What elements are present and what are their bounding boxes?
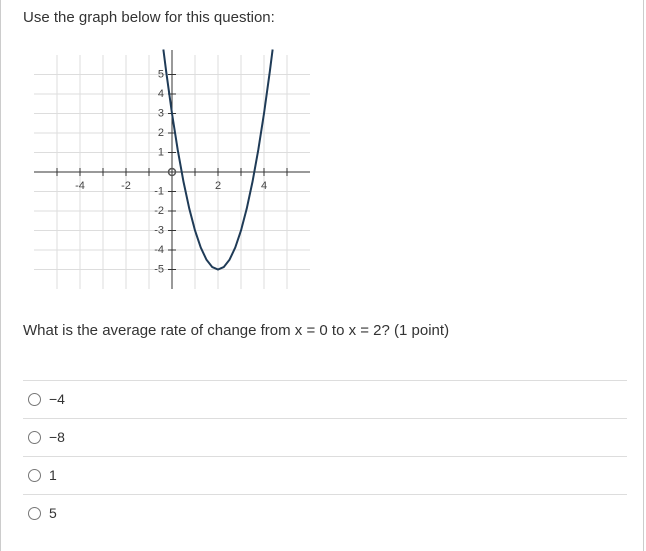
radio[interactable] xyxy=(28,431,41,444)
option-label: 5 xyxy=(49,505,57,521)
prompt: Use the graph below for this question: xyxy=(23,9,275,26)
option[interactable]: 5 xyxy=(23,494,627,533)
y-tick-label: -1 xyxy=(154,185,164,197)
option-label: 1 xyxy=(49,467,57,483)
x-tick-label: 2 xyxy=(215,180,221,192)
origin xyxy=(167,167,177,177)
x-tick-label: -4 xyxy=(75,180,85,192)
y-tick-label: -4 xyxy=(154,244,164,256)
y-tick-label: -2 xyxy=(154,205,164,217)
x-tick-label: -2 xyxy=(121,180,131,192)
radio[interactable] xyxy=(28,469,41,482)
graph: -4 -2 2 4 5 4 3 2 1 -1 -2 -3 -4 -5 xyxy=(34,49,310,289)
option[interactable]: 1 xyxy=(23,456,627,495)
y-tick-label: 3 xyxy=(158,107,164,119)
y-tick-label: -5 xyxy=(154,263,164,275)
y-tick-label: -3 xyxy=(154,224,164,236)
option-label: −4 xyxy=(49,391,65,407)
option[interactable]: −8 xyxy=(23,418,627,457)
y-tick-label: 2 xyxy=(158,127,164,139)
radio[interactable] xyxy=(28,507,41,520)
y-tick-label: 5 xyxy=(158,68,164,80)
option-label: −8 xyxy=(49,429,65,445)
x-tick-label: 4 xyxy=(261,180,267,192)
radio[interactable] xyxy=(28,393,41,406)
y-tick-label: 4 xyxy=(158,88,164,100)
option[interactable]: −4 xyxy=(23,380,627,419)
question: What is the average rate of change from … xyxy=(23,322,450,339)
parabola xyxy=(162,49,274,271)
y-tick-label: 1 xyxy=(158,146,164,158)
